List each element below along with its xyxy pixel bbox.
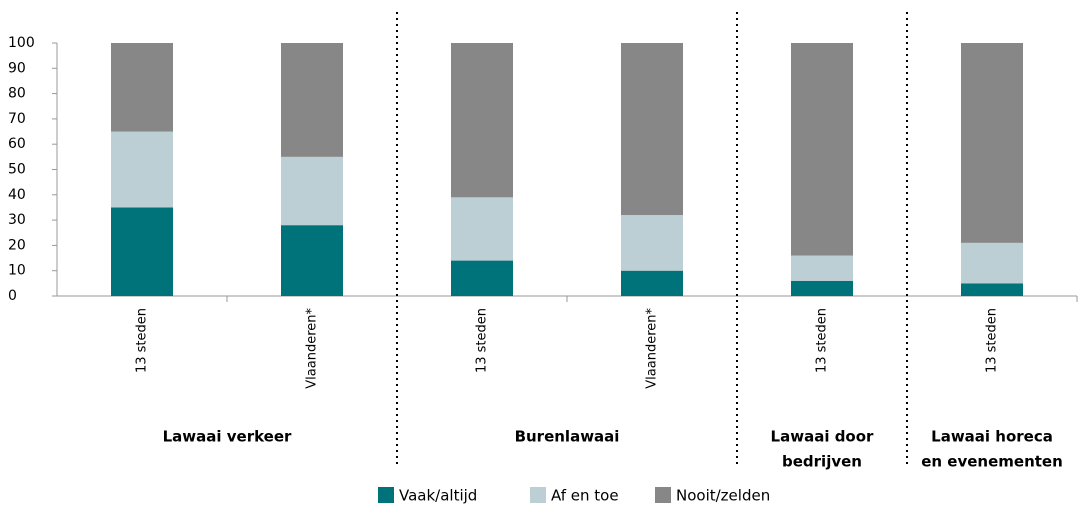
- y-tick-label: 30: [8, 212, 26, 228]
- group-label: Lawaai door: [771, 428, 874, 446]
- x-tick-label: Vlaanderen*: [305, 308, 320, 389]
- bar-segment: [281, 43, 343, 157]
- group-label: Lawaai horeca: [931, 428, 1053, 446]
- legend-swatch: [655, 487, 671, 503]
- bar-segment: [961, 283, 1023, 296]
- group-label: Burenlawaai: [515, 428, 620, 446]
- x-tick-label: 13 steden: [985, 308, 1000, 373]
- bar-segment: [281, 225, 343, 296]
- bar-segment: [961, 242, 1023, 284]
- bar-segment: [791, 43, 853, 256]
- bar-segment: [451, 197, 513, 261]
- bar-segment: [621, 215, 683, 271]
- bar-segment: [451, 43, 513, 198]
- legend-swatch: [378, 487, 394, 503]
- y-tick-label: 10: [8, 263, 26, 279]
- y-tick-label: 80: [8, 86, 26, 102]
- bar-segment: [111, 207, 173, 296]
- legend-label: Nooit/zelden: [676, 487, 770, 505]
- group-label: en evenementen: [921, 453, 1063, 471]
- bar-segment: [791, 255, 853, 281]
- x-tick-label: Vlaanderen*: [645, 308, 660, 389]
- y-tick-label: 50: [8, 162, 26, 178]
- bar-segment: [451, 260, 513, 296]
- bar-segment: [621, 270, 683, 296]
- y-tick-label: 100: [8, 35, 35, 51]
- x-tick-label: 13 steden: [135, 308, 150, 373]
- legend-label: Vaak/altijd: [399, 487, 477, 505]
- x-tick-label: 13 steden: [475, 308, 490, 373]
- y-tick-label: 40: [8, 187, 26, 203]
- y-tick-label: 70: [8, 111, 26, 127]
- y-tick-label: 60: [8, 136, 26, 152]
- bar-segment: [281, 156, 343, 226]
- bar-segment: [111, 43, 173, 132]
- bar-segment: [111, 131, 173, 208]
- legend-label: Af en toe: [551, 487, 619, 505]
- y-tick-label: 90: [8, 60, 26, 76]
- bar-segment: [961, 43, 1023, 243]
- group-label: Lawaai verkeer: [163, 428, 292, 446]
- y-tick-label: 20: [8, 237, 26, 253]
- legend-swatch: [530, 487, 546, 503]
- bar-segment: [791, 280, 853, 296]
- x-tick-label: 13 steden: [815, 308, 830, 373]
- y-tick-label: 0: [8, 288, 17, 304]
- bar-segment: [621, 43, 683, 216]
- group-label: bedrijven: [782, 453, 862, 471]
